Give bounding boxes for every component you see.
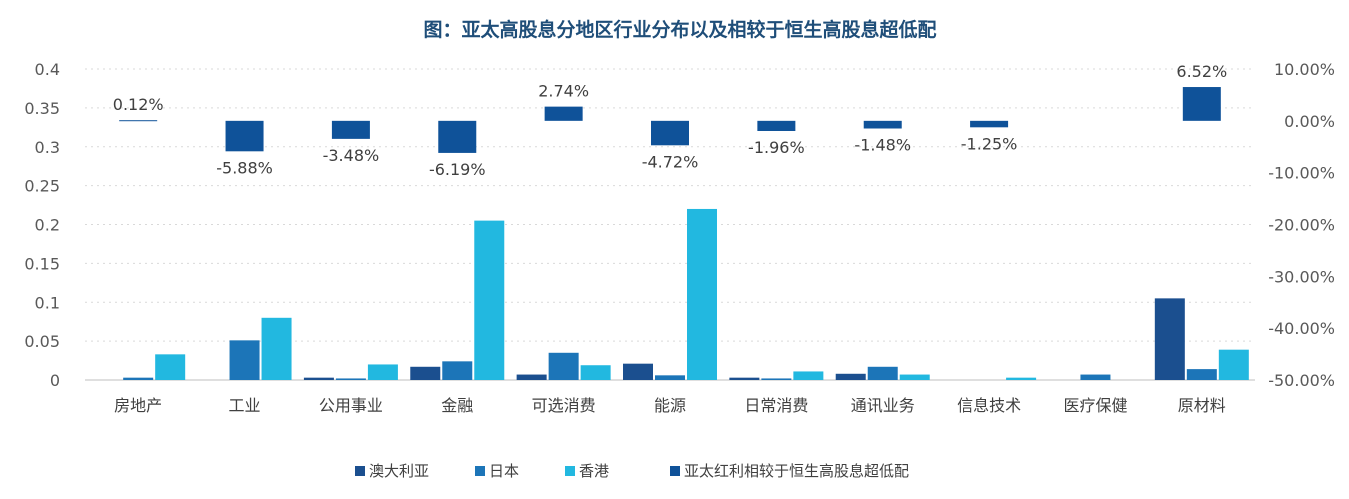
diff-bar bbox=[544, 106, 583, 121]
bar bbox=[623, 363, 653, 380]
diff-bar bbox=[331, 120, 370, 139]
diff-bar bbox=[1182, 87, 1221, 121]
diff-bar bbox=[863, 120, 902, 129]
category-label: 医疗保健 bbox=[1063, 396, 1127, 415]
data-label: -5.88% bbox=[216, 158, 273, 177]
data-label: 2.74% bbox=[538, 82, 589, 101]
right-axis-tick: -20.00% bbox=[1268, 216, 1335, 235]
right-axis-tick: -30.00% bbox=[1268, 267, 1335, 286]
legend-label: 澳大利亚 bbox=[369, 462, 429, 480]
bar bbox=[442, 361, 473, 380]
legend: 澳大利亚 日本 香港 亚太红利相较于恒生高股息超低配 bbox=[355, 462, 909, 480]
diff-bar bbox=[970, 120, 1009, 128]
legend-label: 亚太红利相较于恒生高股息超低配 bbox=[684, 462, 909, 480]
legend-swatch bbox=[355, 466, 365, 476]
category-label: 原材料 bbox=[1178, 396, 1226, 415]
bar bbox=[410, 366, 441, 380]
right-axis: 10.00% 0.00% -10.00% -20.00% -30.00% -40.00% -… bbox=[1268, 60, 1335, 390]
data-label: 0.12% bbox=[113, 95, 164, 114]
diff-bar bbox=[438, 120, 477, 153]
left-axis: 0.4 0.35 0.3 0.25 0.2 0.15 0.1 0.05 0 bbox=[24, 60, 60, 390]
data-label: -3.48% bbox=[323, 146, 380, 165]
legend-swatch bbox=[565, 466, 575, 476]
bar bbox=[123, 377, 154, 380]
legend-label: 日本 bbox=[489, 462, 519, 480]
data-label: -4.72% bbox=[642, 152, 699, 171]
bar bbox=[655, 375, 685, 380]
category-label: 信息技术 bbox=[957, 396, 1021, 415]
diff-bar bbox=[119, 120, 158, 122]
right-axis-tick: -10.00% bbox=[1268, 164, 1335, 183]
bar bbox=[867, 366, 898, 380]
category-label: 日常消费 bbox=[744, 396, 808, 415]
left-axis-tick: 0.25 bbox=[24, 177, 60, 196]
left-axis-tick: 0.1 bbox=[35, 293, 60, 312]
category-labels: 房地产 工业 公用事业 金融 可选消费 能源 日常消费 通讯业务 信息技术 医疗保健 原材料 bbox=[114, 396, 1226, 415]
data-label: -1.48% bbox=[854, 136, 911, 155]
legend-label: 香港 bbox=[579, 462, 609, 480]
bar bbox=[899, 374, 930, 380]
bar bbox=[261, 317, 292, 380]
category-label: 公用事业 bbox=[319, 396, 383, 415]
left-axis-tick: 0.4 bbox=[35, 60, 60, 79]
bar bbox=[335, 378, 366, 380]
legend-swatch bbox=[670, 466, 680, 476]
legend-swatch bbox=[475, 466, 485, 476]
right-axis-tick: 0.00% bbox=[1284, 112, 1335, 131]
bar bbox=[474, 220, 505, 380]
left-axis-tick: 0.15 bbox=[24, 254, 60, 273]
category-label: 金融 bbox=[441, 396, 473, 415]
bar bbox=[835, 373, 866, 380]
chart-title: 图：亚太高股息分地区行业分布以及相较于恒生高股息超低配 bbox=[423, 18, 936, 41]
bar bbox=[1218, 349, 1249, 380]
diff-bar bbox=[757, 120, 796, 131]
bar bbox=[1080, 374, 1111, 380]
bar bbox=[229, 340, 260, 380]
category-label: 工业 bbox=[229, 396, 261, 415]
category-label: 通讯业务 bbox=[851, 396, 915, 415]
bar bbox=[548, 352, 579, 380]
left-axis-tick: 0.35 bbox=[24, 99, 60, 118]
bar bbox=[367, 364, 398, 380]
bar bbox=[761, 378, 792, 380]
category-label: 能源 bbox=[654, 396, 686, 415]
bar bbox=[303, 377, 334, 380]
diff-bar bbox=[651, 120, 689, 146]
left-axis-tick: 0.2 bbox=[35, 216, 60, 235]
right-axis-tick: -40.00% bbox=[1268, 319, 1335, 338]
diff-bar bbox=[225, 120, 264, 152]
category-label: 可选消费 bbox=[532, 396, 596, 415]
bar-series bbox=[123, 208, 1249, 380]
bar bbox=[793, 371, 824, 380]
left-axis-tick: 0 bbox=[50, 371, 60, 390]
right-axis-tick: 10.00% bbox=[1274, 60, 1335, 79]
data-label: -1.96% bbox=[748, 138, 805, 157]
diff-series: 0.12% -5.88% -3.48% -6.19% 2.74% -4.72% -1.96%… bbox=[113, 62, 1227, 179]
bar bbox=[687, 208, 717, 380]
data-label: -6.19% bbox=[429, 160, 486, 179]
bar bbox=[155, 354, 186, 380]
left-axis-tick: 0.05 bbox=[24, 332, 60, 351]
bar bbox=[1154, 298, 1185, 380]
gridlines bbox=[85, 68, 1255, 381]
bar bbox=[1006, 377, 1037, 380]
data-label: 6.52% bbox=[1176, 62, 1227, 81]
right-axis-tick: -50.00% bbox=[1268, 371, 1335, 390]
left-axis-tick: 0.3 bbox=[35, 138, 60, 157]
bar bbox=[580, 365, 611, 380]
bar bbox=[516, 374, 547, 380]
bar bbox=[729, 377, 760, 380]
category-label: 房地产 bbox=[114, 396, 162, 415]
data-label: -1.25% bbox=[961, 134, 1018, 153]
bar bbox=[1186, 369, 1217, 380]
